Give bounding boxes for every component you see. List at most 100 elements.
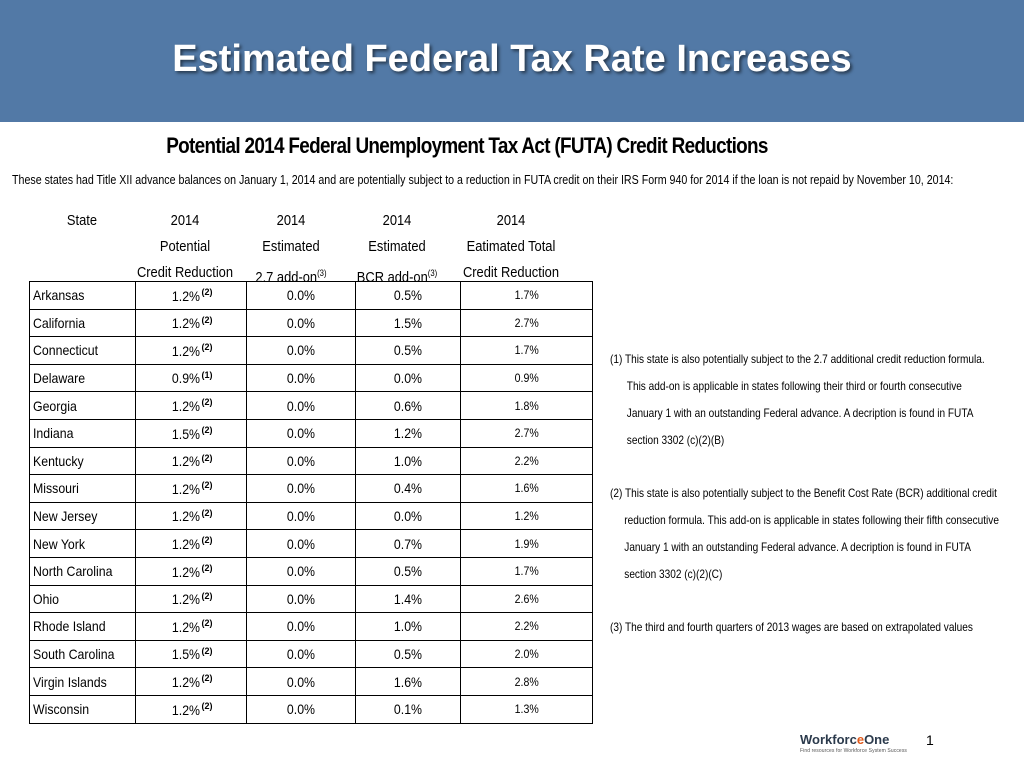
total-reduction-cell: 1.7% xyxy=(460,336,593,365)
credit-reduction-cell: 1.2% (2) xyxy=(135,694,247,724)
page-number: 1 xyxy=(926,732,934,748)
total-reduction-cell: 1.3% xyxy=(460,694,593,724)
bcr-addon-cell: 1.6% xyxy=(355,667,461,696)
table-row: Wisconsin 1.2% (2) 0.0% 0.1% 1.3% xyxy=(29,694,593,724)
addon-27-cell: 0.0% xyxy=(246,694,356,724)
slide-title: Estimated Federal Tax Rate Increases xyxy=(172,38,852,80)
footnote-marker: (2) xyxy=(201,480,213,491)
total-reduction-cell: 2.7% xyxy=(460,418,593,448)
bcr-addon-cell: 0.7% xyxy=(355,529,461,558)
footnote-marker: (2) xyxy=(201,590,213,601)
table-row: Rhode Island 1.2% (2) 0.0% 1.0% 2.2% xyxy=(29,612,593,641)
table-row: Connecticut 1.2% (2) 0.0% 0.5% 1.7% xyxy=(29,336,593,365)
addon-27-cell: 0.0% xyxy=(246,667,356,696)
bcr-addon-cell: 1.2% xyxy=(355,418,461,448)
credit-reduction-cell: 1.2% (2) xyxy=(135,529,247,558)
footnote-marker: (2) xyxy=(201,424,213,435)
state-cell: Rhode Island xyxy=(29,612,136,641)
footnotes: (1) This state is also potentially subje… xyxy=(610,346,1020,641)
column-header-bcr-addon: 2014 Estimated BCR add-on(3) xyxy=(356,212,438,286)
footnote-marker: (2) xyxy=(201,286,213,297)
total-reduction-cell: 1.2% xyxy=(460,501,593,531)
state-cell: Wisconsin xyxy=(29,694,136,724)
footnote-3: (3) The third and fourth quarters of 201… xyxy=(610,620,973,634)
bcr-addon-cell: 1.5% xyxy=(355,308,461,338)
bcr-addon-cell: 0.5% xyxy=(355,281,461,310)
total-reduction-cell: 2.7% xyxy=(460,308,593,338)
footnote-marker: (2) xyxy=(201,342,213,353)
bcr-addon-cell: 0.6% xyxy=(355,391,461,420)
credit-reduction-cell: 1.2% (2) xyxy=(135,336,247,365)
table-row: Arkansas 1.2% (2) 0.0% 0.5% 1.7% xyxy=(29,281,593,310)
credit-reduction-cell: 1.5% (2) xyxy=(135,639,247,669)
footnote-2: (2) This state is also potentially subje… xyxy=(610,486,999,581)
total-reduction-cell: 1.9% xyxy=(460,529,593,558)
credit-reduction-cell: 1.2% (2) xyxy=(135,556,247,586)
footnote-marker: (2) xyxy=(201,673,213,684)
bcr-addon-cell: 1.4% xyxy=(355,584,461,614)
state-cell: Indiana xyxy=(29,418,136,448)
credit-reduction-table: Arkansas 1.2% (2) 0.0% 0.5% 1.7% California 1.2… xyxy=(29,281,593,724)
state-cell: Ohio xyxy=(29,584,136,614)
total-reduction-cell: 2.0% xyxy=(460,639,593,669)
table-row: Missouri 1.2% (2) 0.0% 0.4% 1.6% xyxy=(29,474,593,503)
bcr-addon-cell: 0.4% xyxy=(355,474,461,503)
total-reduction-cell: 1.8% xyxy=(460,391,593,420)
addon-27-cell: 0.0% xyxy=(246,474,356,503)
footnote-marker: (2) xyxy=(201,645,213,656)
credit-reduction-cell: 1.2% (2) xyxy=(135,391,247,420)
credit-reduction-cell: 1.2% (2) xyxy=(135,667,247,696)
table-row: Indiana 1.5% (2) 0.0% 1.2% 2.7% xyxy=(29,418,593,448)
column-header-total-reduction: 2014 Eatimated Total Credit Reduction xyxy=(462,212,560,281)
bcr-addon-cell: 0.5% xyxy=(355,639,461,669)
addon-27-cell: 0.0% xyxy=(246,446,356,476)
column-header-27-addon: 2014 Estimated 2.7 add-on(3) xyxy=(255,212,327,286)
bcr-addon-cell: 1.0% xyxy=(355,446,461,476)
addon-27-cell: 0.0% xyxy=(246,363,356,393)
total-reduction-cell: 2.2% xyxy=(460,446,593,476)
column-header-state: State xyxy=(66,212,98,229)
table-row: North Carolina 1.2% (2) 0.0% 0.5% 1.7% xyxy=(29,556,593,586)
table-row: Kentucky 1.2% (2) 0.0% 1.0% 2.2% xyxy=(29,446,593,476)
addon-27-cell: 0.0% xyxy=(246,418,356,448)
state-cell: New Jersey xyxy=(29,501,136,531)
table-row: Ohio 1.2% (2) 0.0% 1.4% 2.6% xyxy=(29,584,593,614)
state-cell: Delaware xyxy=(29,363,136,393)
credit-reduction-cell: 1.2% (2) xyxy=(135,612,247,641)
state-cell: California xyxy=(29,308,136,338)
footnote-marker: (1) xyxy=(201,369,213,380)
addon-27-cell: 0.0% xyxy=(246,336,356,365)
state-cell: South Carolina xyxy=(29,639,136,669)
state-cell: New York xyxy=(29,529,136,558)
footnote-marker: (2) xyxy=(201,507,213,518)
total-reduction-cell: 1.6% xyxy=(460,474,593,503)
credit-reduction-cell: 1.2% (2) xyxy=(135,584,247,614)
total-reduction-cell: 1.7% xyxy=(460,556,593,586)
addon-27-cell: 0.0% xyxy=(246,281,356,310)
credit-reduction-cell: 1.2% (2) xyxy=(135,308,247,338)
table-row: Virgin Islands 1.2% (2) 0.0% 1.6% 2.8% xyxy=(29,667,593,696)
total-reduction-cell: 2.8% xyxy=(460,667,593,696)
footnote-marker: (2) xyxy=(201,397,213,408)
footnote-marker: (2) xyxy=(201,535,213,546)
addon-27-cell: 0.0% xyxy=(246,308,356,338)
credit-reduction-cell: 1.2% (2) xyxy=(135,281,247,310)
credit-reduction-cell: 1.2% (2) xyxy=(135,501,247,531)
state-cell: Connecticut xyxy=(29,336,136,365)
table-row: Delaware 0.9% (1) 0.0% 0.0% 0.9% xyxy=(29,363,593,393)
addon-27-cell: 0.0% xyxy=(246,584,356,614)
workforceone-logo: WorkforceOne Find resources for Workforc… xyxy=(800,732,908,754)
header-bar xyxy=(0,0,1024,122)
addon-27-cell: 0.0% xyxy=(246,556,356,586)
total-reduction-cell: 1.7% xyxy=(460,281,593,310)
state-cell: Georgia xyxy=(29,391,136,420)
bcr-addon-cell: 0.1% xyxy=(355,694,461,724)
table-row: New Jersey 1.2% (2) 0.0% 0.0% 1.2% xyxy=(29,501,593,531)
state-cell: Kentucky xyxy=(29,446,136,476)
bcr-addon-cell: 1.0% xyxy=(355,612,461,641)
addon-27-cell: 0.0% xyxy=(246,612,356,641)
total-reduction-cell: 2.2% xyxy=(460,612,593,641)
intro-text: These states had Title XII advance balan… xyxy=(12,172,954,187)
table-row: South Carolina 1.5% (2) 0.0% 0.5% 2.0% xyxy=(29,639,593,669)
credit-reduction-cell: 1.2% (2) xyxy=(135,474,247,503)
